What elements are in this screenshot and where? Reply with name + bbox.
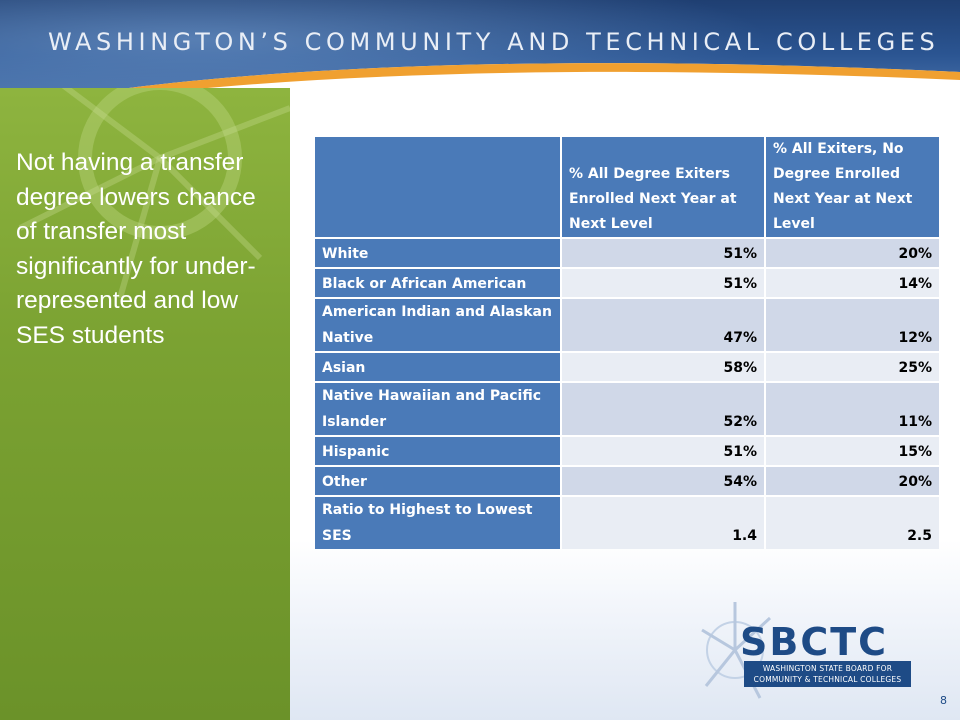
table-header-row: % All Degree Exiters Enrolled Next Year … [315, 137, 939, 237]
degree-value: 51% [562, 437, 764, 465]
no-degree-value: 14% [766, 269, 939, 297]
degree-value: 51% [562, 239, 764, 267]
page-number: 8 [940, 694, 947, 707]
table-header-degree: % All Degree Exiters Enrolled Next Year … [562, 137, 764, 237]
slide-message: Not having a transfer degree lowers chan… [16, 149, 256, 349]
table-row: Ratio to Highest to Lowest SES 1.4 2.5 [315, 497, 939, 549]
table-row: Other 54% 20% [315, 467, 939, 495]
decorative-star-icon [18, 88, 290, 299]
table-row: Native Hawaiian and Pacific Islander 52%… [315, 383, 939, 435]
left-panel: Not having a transfer degree lowers chan… [0, 88, 290, 720]
header-title: WASHINGTON’S COMMUNITY AND TECHNICAL COL… [48, 28, 940, 56]
degree-value: 1.4 [562, 497, 764, 549]
slide-header: WASHINGTON’S COMMUNITY AND TECHNICAL COL… [0, 0, 960, 122]
row-label: Ratio to Highest to Lowest SES [315, 497, 560, 549]
logo-tagline: WASHINGTON STATE BOARD FOR COMMUNITY & T… [744, 661, 911, 687]
table-row: Black or African American 51% 14% [315, 269, 939, 297]
row-label: Other [315, 467, 560, 495]
logo-wordmark: SBCTC [740, 620, 889, 664]
table-header-no-degree: % All Exiters, No Degree Enrolled Next Y… [766, 137, 939, 237]
degree-value: 52% [562, 383, 764, 435]
bottom-background [290, 540, 960, 720]
table-row: Hispanic 51% 15% [315, 437, 939, 465]
row-label: Asian [315, 353, 560, 381]
degree-value: 58% [562, 353, 764, 381]
row-label: White [315, 239, 560, 267]
transfer-rate-table: % All Degree Exiters Enrolled Next Year … [313, 135, 941, 551]
table-header-blank [315, 137, 560, 237]
table-row: White 51% 20% [315, 239, 939, 267]
table-row: Asian 58% 25% [315, 353, 939, 381]
no-degree-value: 25% [766, 353, 939, 381]
row-label: American Indian and Alaskan Native [315, 299, 560, 351]
logo-star-icon [701, 602, 772, 699]
table-row: American Indian and Alaskan Native 47% 1… [315, 299, 939, 351]
logo-tagline-line2: COMMUNITY & TECHNICAL COLLEGES [753, 675, 902, 684]
logo-tagline-line1: WASHINGTON STATE BOARD FOR [762, 664, 893, 673]
degree-value: 47% [562, 299, 764, 351]
no-degree-value: 20% [766, 239, 939, 267]
no-degree-value: 11% [766, 383, 939, 435]
degree-value: 51% [562, 269, 764, 297]
no-degree-value: 2.5 [766, 497, 939, 549]
degree-value: 54% [562, 467, 764, 495]
row-label: Native Hawaiian and Pacific Islander [315, 383, 560, 435]
row-label: Hispanic [315, 437, 560, 465]
no-degree-value: 12% [766, 299, 939, 351]
row-label: Black or African American [315, 269, 560, 297]
no-degree-value: 15% [766, 437, 939, 465]
sbctc-logo: SBCTC WASHINGTON STATE BOARD FOR COMMUNI… [700, 600, 920, 700]
no-degree-value: 20% [766, 467, 939, 495]
